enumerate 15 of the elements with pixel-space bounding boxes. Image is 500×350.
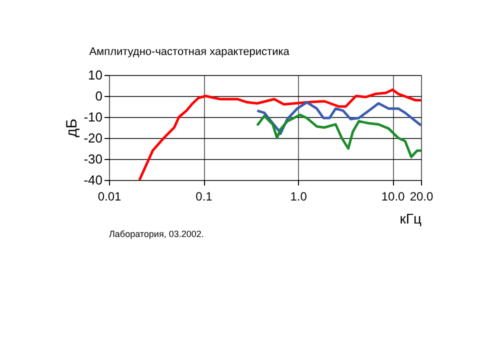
- y-tick-label: -40: [84, 172, 102, 188]
- x-tick-label: 0.1: [196, 190, 213, 204]
- x-tick-label: 0.01: [98, 190, 122, 204]
- chart-title: Амплитудно-частотная характеристика: [89, 46, 290, 58]
- y-tick-label: 10: [88, 68, 102, 82]
- y-tick-label: 0: [95, 88, 102, 104]
- x-tick-label: 10.0: [381, 190, 406, 204]
- y-tick-label: -10: [84, 110, 102, 124]
- x-tick-label: 20.0: [410, 190, 434, 204]
- text: Лаборатория, 03.2002.: [109, 229, 204, 239]
- x-axis-title: кГц: [400, 210, 422, 226]
- y-tick-label: -30: [84, 152, 102, 166]
- x-tick-label: 1.0: [290, 190, 308, 204]
- y-axis-title: дБ: [64, 118, 81, 138]
- y-tick-label: -20: [84, 130, 102, 146]
